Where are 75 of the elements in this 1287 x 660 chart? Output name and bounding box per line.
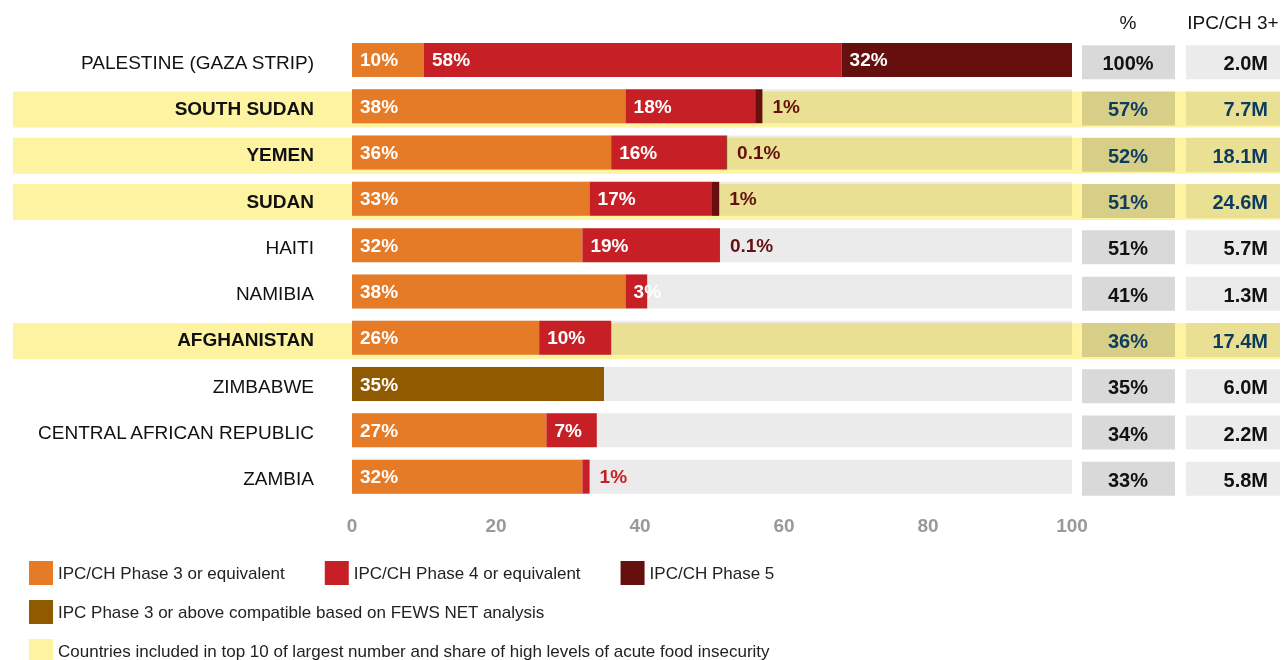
y-tick-label: SOUTH SUDAN	[174, 97, 314, 119]
legend-label: IPC/CH Phase 5	[649, 563, 775, 583]
bar	[755, 89, 763, 124]
text: 51%	[1107, 237, 1149, 260]
text: 57%	[1107, 98, 1149, 121]
data-label: 1%	[599, 466, 628, 488]
y-tick-label: PALESTINE (GAZA STRIP)	[81, 51, 314, 73]
y-tick-label: YEMEN	[246, 144, 314, 166]
data-label: 32%	[849, 49, 888, 71]
data-label: 26%	[360, 327, 399, 349]
text: 5.8M	[1223, 468, 1268, 491]
data-label: 7%	[554, 419, 582, 441]
text: 51%	[1107, 191, 1149, 214]
text: 5.7M	[1223, 237, 1268, 260]
data-label: 33%	[360, 188, 399, 210]
data-label: 38%	[360, 95, 399, 117]
text: 18.1M	[1212, 144, 1268, 167]
legend-label: IPC Phase 3 or above compatible based on FEWS NET analysis	[58, 602, 545, 622]
data-label: 10%	[547, 327, 586, 349]
text: %	[1119, 11, 1137, 33]
text: 36%	[1107, 329, 1149, 352]
data-label: 18%	[633, 95, 672, 117]
y-tick-label: CENTRAL AFRICAN REPUBLIC	[38, 422, 314, 444]
text: 33%	[1107, 468, 1149, 491]
text: 34%	[1107, 422, 1149, 445]
data-label: 36%	[360, 142, 399, 164]
x-tick-label: 20	[485, 515, 507, 536]
text: 17.4M	[1212, 329, 1268, 352]
data-label: 1%	[729, 188, 757, 210]
text: 2.0M	[1223, 52, 1268, 75]
bar	[589, 181, 712, 216]
text: 35%	[1107, 376, 1149, 399]
bar	[625, 89, 756, 124]
data-label: 10%	[360, 49, 399, 71]
text: 52%	[1107, 144, 1149, 167]
data-label: 19%	[590, 234, 629, 256]
data-label: 0.1%	[737, 142, 781, 164]
bar	[611, 135, 727, 170]
x-tick-label: 60	[773, 515, 795, 536]
legend-label: Countries included in top 10 of largest number and share of high levels of acute food insecurity	[58, 641, 771, 660]
text: 24.6M	[1212, 191, 1268, 214]
bar	[424, 42, 842, 77]
x-tick-label: 100	[1056, 515, 1088, 536]
y-tick-label: AFGHANISTAN	[177, 329, 314, 351]
text: 7.7M	[1223, 98, 1268, 121]
bar	[582, 228, 720, 263]
y-tick-label: ZIMBABWE	[212, 375, 314, 397]
legend-label: IPC/CH Phase 3 or equivalent	[58, 563, 286, 583]
bar	[841, 42, 1072, 77]
x-tick-label: 40	[629, 515, 651, 536]
x-tick-label: 0	[346, 515, 358, 536]
y-tick-label: NAMIBIA	[235, 283, 315, 305]
x-tick-label: 80	[917, 515, 939, 536]
text: 1.3M	[1223, 283, 1268, 306]
data-label: 27%	[360, 419, 399, 441]
bar	[582, 459, 590, 494]
data-label: 58%	[432, 49, 471, 71]
legend-label: IPC/CH Phase 4 or equivalent	[353, 563, 581, 583]
data-label: 38%	[360, 280, 399, 302]
text: 100%	[1102, 52, 1154, 75]
bar	[712, 181, 720, 216]
data-label: 32%	[360, 234, 399, 256]
text: 2.2M	[1223, 422, 1268, 445]
data-label: 35%	[360, 373, 399, 395]
y-tick-label: HAITI	[265, 236, 314, 258]
data-label: 32%	[360, 466, 399, 488]
text: 41%	[1107, 283, 1149, 306]
data-label: 17%	[597, 188, 636, 210]
data-label: 0.1%	[729, 234, 774, 256]
data-label: 16%	[619, 142, 658, 164]
y-tick-label: ZAMBIA	[243, 468, 315, 490]
text: IPC/CH 3+	[1187, 11, 1279, 33]
y-tick-label: SUDAN	[246, 190, 314, 212]
data-label: 1%	[772, 95, 800, 117]
text: 6.0M	[1223, 376, 1268, 399]
